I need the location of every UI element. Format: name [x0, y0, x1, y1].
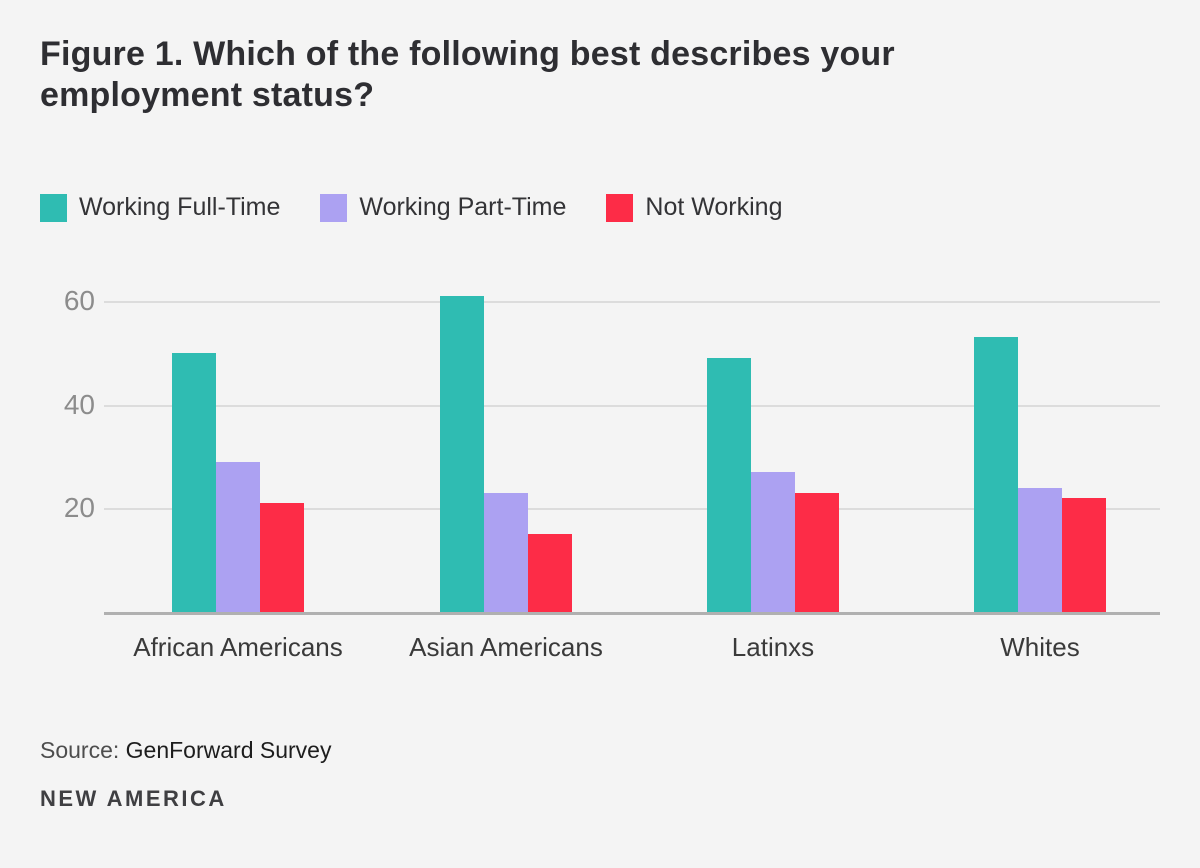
gridline-40: [104, 404, 1160, 407]
x-axis-line: [104, 612, 1160, 615]
not-working-swatch-icon: [606, 193, 634, 222]
bar-working-part-time-2: [751, 472, 795, 612]
bar-working-full-time-0: [172, 352, 216, 612]
bar-working-part-time-0: [216, 461, 260, 612]
y-tick-label: 20: [63, 492, 95, 524]
bar-working-full-time-3: [974, 337, 1018, 612]
category-label: Asian Americans: [409, 632, 603, 662]
source-prefix: Source:: [40, 737, 120, 763]
source-line: Source: GenForward Survey: [40, 737, 331, 764]
full-time-swatch-icon: [40, 193, 67, 222]
category-label: Latinxs: [731, 632, 815, 662]
y-tick-label: 60: [63, 284, 95, 316]
brand-logo: NEW AMERICA: [40, 786, 227, 811]
legend-item-part-time: Working Part-Time: [320, 193, 566, 222]
source-text: GenForward Survey: [125, 737, 332, 763]
gridline-20: [104, 508, 1160, 511]
figure-title: Figure 1. Which of the following best de…: [40, 35, 895, 114]
category-label: Whites: [1000, 632, 1080, 662]
bar-working-full-time-2: [707, 358, 751, 612]
legend-item-not-working: Not Working: [606, 193, 783, 222]
part-time-swatch-icon: [320, 193, 348, 222]
legend-label: Working Part-Time: [359, 193, 567, 221]
bar-not-working-2: [795, 492, 839, 612]
gridline-60: [104, 300, 1160, 303]
legend-item-full-time: Working Full-Time: [40, 193, 280, 222]
legend-label: Not Working: [645, 193, 783, 221]
legend-label: Working Full-Time: [79, 193, 281, 221]
category-label: African Americans: [133, 632, 343, 662]
bar-working-part-time-3: [1018, 487, 1062, 612]
y-tick-label: 40: [63, 388, 95, 420]
legend: Working Full-Time Working Part-Time Not …: [40, 193, 783, 222]
bar-not-working-3: [1062, 497, 1106, 612]
bar-working-full-time-1: [440, 295, 484, 612]
bar-working-part-time-1: [484, 492, 528, 612]
bar-not-working-1: [528, 534, 572, 612]
bar-not-working-0: [260, 503, 304, 612]
